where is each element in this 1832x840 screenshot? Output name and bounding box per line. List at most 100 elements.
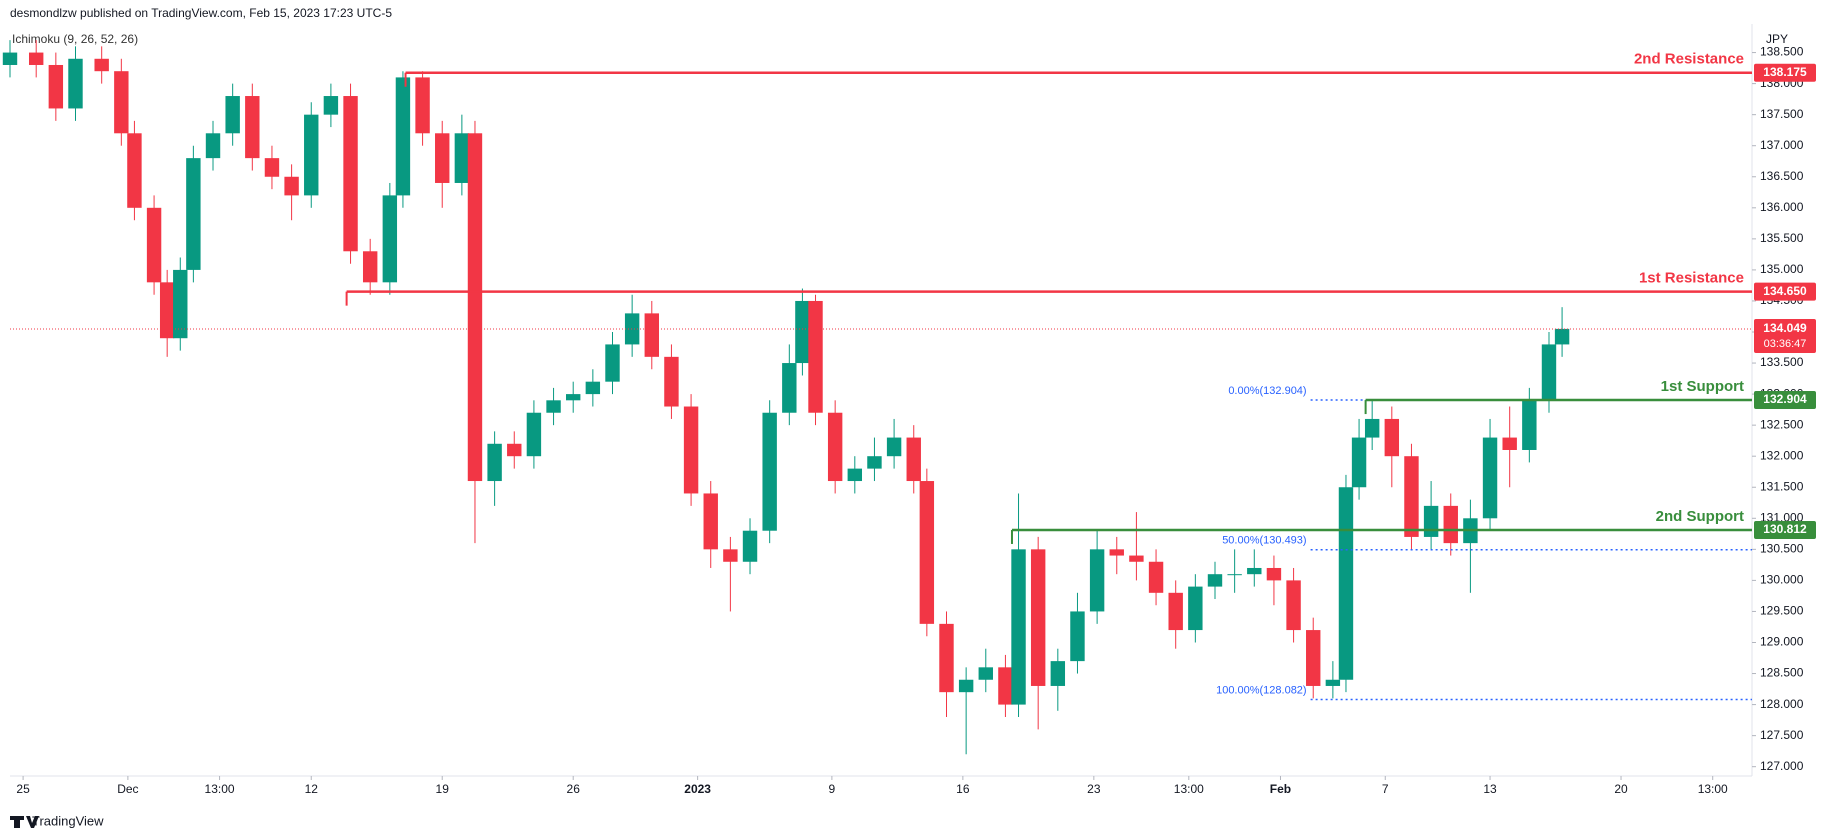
x-tick-label: 12 [305,782,319,796]
candle-body [146,207,162,283]
level-tag [1754,520,1816,539]
candle-body [1168,592,1183,631]
candle-body [585,381,601,395]
candle-body [1443,505,1458,544]
candle-body [906,437,921,482]
level-name: 1st Support [1661,378,1744,395]
candle-body [1306,630,1321,686]
y-tick-label: 129.500 [1760,604,1804,618]
candle-body [762,412,777,531]
candle-body [48,64,64,109]
candle-body [1227,574,1242,576]
candle-body [795,300,810,364]
candle-body [703,493,718,550]
fib-label: 50.00%(130.493) [1222,535,1306,547]
x-tick-label: 23 [1087,782,1101,796]
y-tick-label: 127.000 [1760,759,1804,773]
candle-body [1188,586,1203,631]
candle-body [1541,344,1557,401]
logo [10,816,39,828]
candle-body [683,406,699,494]
candle-body [225,96,240,134]
y-tick-label: 128.000 [1760,697,1804,711]
level-tag [1754,282,1816,301]
candle-body [958,679,974,693]
fib-label: 100.00%(128.082) [1216,684,1307,696]
x-tick-label: 20 [1614,782,1628,796]
y-tick-label: 132.500 [1760,417,1804,431]
candle-body [1364,418,1380,438]
level-tag [1754,391,1816,410]
candle-body [507,443,522,457]
level-name: 1st Resistance [1639,270,1744,287]
indicator-label: Ichimoku (9, 26, 52, 26) [12,32,138,46]
candle-body [1011,549,1026,705]
x-tick-label: 13:00 [1174,782,1204,796]
candle-body [1030,549,1046,686]
candle-body [487,443,502,482]
candle-body [1247,567,1262,575]
x-tick-label: 13 [1483,782,1497,796]
candle-body [1384,418,1400,457]
y-tick-label: 137.000 [1760,138,1804,152]
candle-body [827,412,843,482]
y-tick-label: 127.500 [1760,728,1804,742]
candle-body [205,133,221,159]
byline: desmondlzw published on TradingView.com,… [10,6,392,20]
candle-body [782,363,797,413]
candle-body [1325,679,1341,686]
candle-body [245,96,260,159]
candle-body [565,394,581,401]
candle-body [624,313,640,345]
y-tick-label: 138.500 [1760,45,1804,59]
candle-body [1050,661,1066,686]
candle-body [1148,561,1164,593]
candle-body [546,400,561,413]
y-tick-label: 131.000 [1760,510,1804,524]
y-tick-label: 135.000 [1760,262,1804,276]
y-tick-label: 136.500 [1760,169,1804,183]
y-tick-label: 136.000 [1760,200,1804,214]
candle-body [28,52,44,65]
x-tick-label: 16 [956,782,970,796]
candle-body [304,114,319,196]
candle-body [526,412,542,457]
candle-body [435,133,450,183]
candle-body [159,282,175,339]
currency: JPY [1766,32,1788,46]
candle-body [454,133,470,183]
candle-body [664,356,679,407]
candle-body [1404,456,1419,537]
candle-body [1351,437,1367,488]
fib-label: 0.00%(132.904) [1228,385,1306,397]
candle-body [939,623,954,693]
candle-body [264,158,280,177]
x-tick-label: 19 [436,782,450,796]
candle-body [173,269,188,339]
level-name: 2nd Resistance [1634,51,1744,68]
candle-body [644,313,659,357]
candle-body [68,58,83,109]
x-tick-label: Dec [117,782,138,796]
level-tag-label: 138.175 [1763,65,1807,79]
candle-body [1266,567,1282,581]
candle-body [1207,574,1223,587]
level-tag-label: 130.812 [1763,522,1807,536]
candle-body [127,133,142,208]
y-tick-label: 135.500 [1760,231,1804,245]
candle-body [847,468,863,482]
candle-body [1109,549,1124,556]
candle-body [1129,555,1144,562]
x-tick-label: 25 [16,782,30,796]
y-tick-label: 132.000 [1760,448,1804,462]
candle-body [998,667,1013,705]
x-tick-label: 26 [567,782,581,796]
candle-body [1423,505,1439,537]
footer: TradingView [32,813,104,828]
candle-body [605,344,620,382]
y-tick-label: 133.500 [1760,355,1804,369]
candle-body [2,52,18,65]
candle-body [1482,437,1498,519]
level-tag-label: 132.904 [1763,392,1807,406]
candle-body [1338,487,1354,680]
